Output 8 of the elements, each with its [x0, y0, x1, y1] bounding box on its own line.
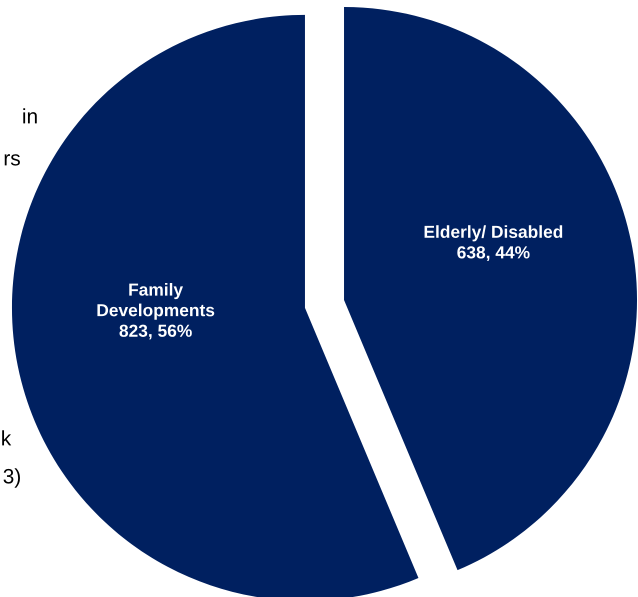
- slice-label: Family Developments: [97, 282, 214, 320]
- slice-label: Elderly/ Disabled: [424, 225, 562, 242]
- text: 3): [4, 468, 20, 488]
- text: k: [2, 430, 12, 446]
- text: rs: [4, 154, 20, 166]
- data-label: 638, 44%: [457, 246, 530, 262]
- text: in: [23, 108, 37, 124]
- data-label: 823, 56%: [119, 324, 192, 340]
